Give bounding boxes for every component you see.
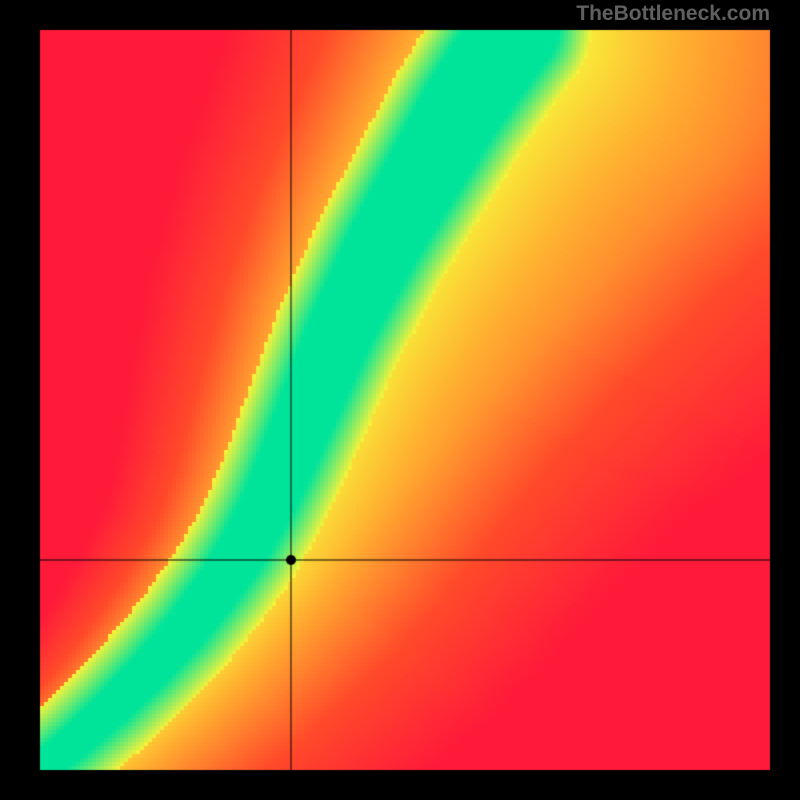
chart-container: TheBottleneck.com [0, 0, 800, 800]
watermark-text: TheBottleneck.com [576, 2, 770, 26]
heatmap-canvas [0, 0, 800, 800]
